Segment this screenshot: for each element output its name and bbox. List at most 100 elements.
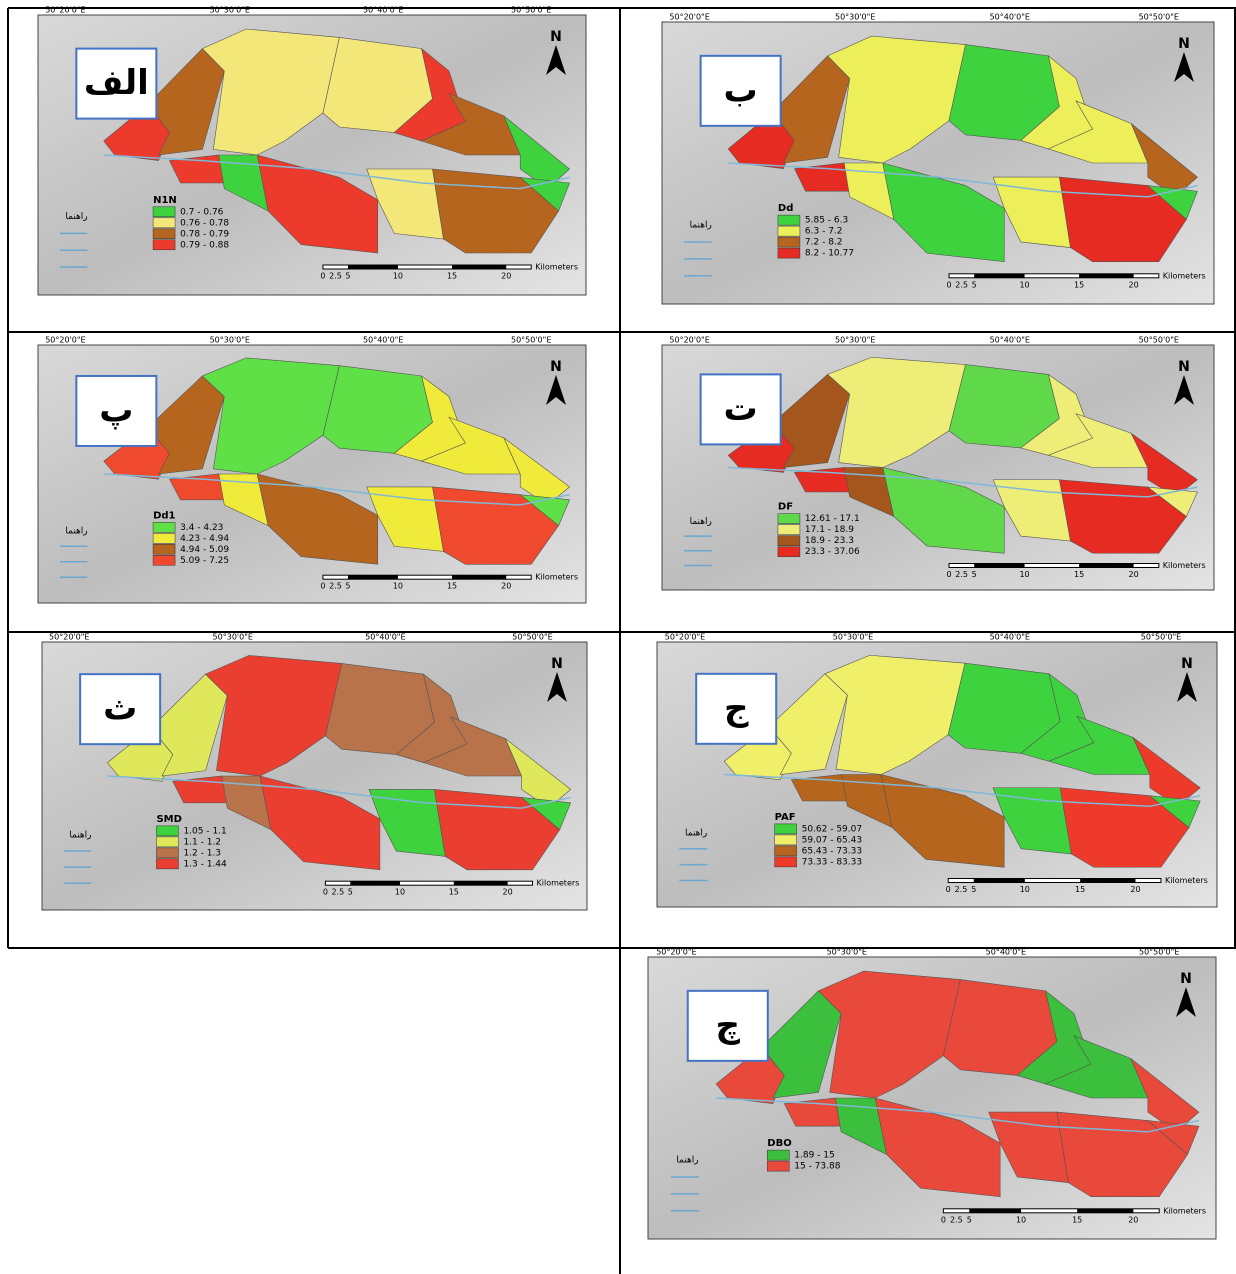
scale-label: 20 <box>501 582 511 591</box>
panel-label: ت <box>724 389 758 429</box>
legend-range: 1.2 - 1.3 <box>183 848 221 858</box>
scale-label: 0 <box>941 1215 946 1224</box>
legend-range: 3.4 - 4.23 <box>180 523 223 533</box>
legend-title: N1N <box>153 195 177 206</box>
legend-swatch <box>153 522 175 532</box>
legend-swatch <box>775 835 797 845</box>
scale-label: 15 <box>1072 1215 1082 1224</box>
coordinate-label: 50°30'0"E <box>210 336 250 345</box>
legend-swatch <box>153 229 175 239</box>
scale-label: 2.5 <box>331 888 344 897</box>
scale-label: 2.5 <box>329 272 342 281</box>
legend-swatch <box>153 544 175 554</box>
panel-label: ب <box>724 70 758 110</box>
legend-range: 5.85 - 6.3 <box>805 216 848 226</box>
scale-bar-fill <box>1079 564 1134 568</box>
legend-range: 1.3 - 1.44 <box>183 859 227 869</box>
scale-label: 5 <box>348 888 353 897</box>
scale-bar-fill <box>1077 1209 1133 1213</box>
scale-label: 20 <box>1129 280 1139 289</box>
legend-swatch <box>767 1150 789 1160</box>
scale-label: 15 <box>449 888 459 897</box>
scale-label: 10 <box>1016 1215 1026 1224</box>
scale-label: 0 <box>320 272 325 281</box>
coordinate-label: 50°50'0"E <box>512 633 552 642</box>
scale-label: 10 <box>393 272 403 281</box>
legend-title: DBO <box>767 1138 791 1149</box>
legend-swatch <box>156 826 178 836</box>
legend-swatch <box>778 226 800 236</box>
north-label: N <box>1180 971 1192 987</box>
scale-unit: Kilometers <box>1165 876 1208 885</box>
scale-label: 20 <box>501 272 511 281</box>
legend-range: 7.2 - 8.2 <box>805 238 843 248</box>
legend-range: 0.7 - 0.76 <box>180 207 224 217</box>
legend-range: 59.07 - 65.43 <box>802 835 863 845</box>
scale-label: 2.5 <box>955 885 968 894</box>
coordinate-label: 50°30'0"E <box>213 633 253 642</box>
coordinate-label: 50°20'0"E <box>49 633 89 642</box>
legend-range: 1.05 - 1.1 <box>183 826 226 836</box>
legend-range: 12.61 - 17.1 <box>805 514 860 524</box>
scale-label: 2.5 <box>955 570 968 579</box>
legend-swatch <box>775 846 797 856</box>
scale-bar-fill <box>350 881 400 885</box>
coordinate-label: 50°20'0"E <box>669 13 709 22</box>
scale-label: 0 <box>946 570 951 579</box>
legend-range: 5.09 - 7.25 <box>180 556 229 566</box>
scale-label: 5 <box>971 885 976 894</box>
scale-label: 5 <box>345 272 350 281</box>
legend-swatch <box>156 837 178 847</box>
legend-swatch <box>775 857 797 867</box>
panel-label: ث <box>103 689 137 729</box>
legend-range: 1.1 - 1.2 <box>183 837 221 847</box>
legend-range: 50.62 - 59.07 <box>802 824 863 834</box>
legend-swatch <box>156 859 178 869</box>
scale-label: 2.5 <box>329 582 342 591</box>
legend-swatch <box>778 248 800 258</box>
legend-range: 1.89 - 15 <box>794 1151 834 1161</box>
legend-swatch <box>778 536 800 546</box>
legend-swatch <box>778 525 800 535</box>
legend-range: 4.94 - 5.09 <box>180 545 229 555</box>
scale-label: 0 <box>323 888 328 897</box>
north-label: N <box>551 656 563 672</box>
panel-label: الف <box>84 63 149 103</box>
legend-heading: راهنما <box>65 526 87 536</box>
panel-label: ج <box>724 688 749 728</box>
scale-label: 15 <box>1075 885 1085 894</box>
legend-range: 23.3 - 37.06 <box>805 547 860 557</box>
coordinate-label: 50°30'0"E <box>210 6 250 15</box>
north-label: N <box>550 359 562 375</box>
legend-heading: راهنما <box>65 212 87 222</box>
coordinate-label: 50°40'0"E <box>363 6 403 15</box>
panel-label: پ <box>99 390 133 430</box>
coordinate-label: 50°30'0"E <box>835 13 875 22</box>
scale-bar-fill <box>974 879 1025 883</box>
legend-swatch <box>153 207 175 217</box>
legend-swatch <box>153 533 175 543</box>
legend-range: 65.43 - 73.33 <box>802 846 863 856</box>
legend-heading: راهنما <box>690 517 712 527</box>
north-label: N <box>1178 359 1190 375</box>
legend-heading: راهنما <box>690 221 712 231</box>
scale-unit: Kilometers <box>1163 561 1206 570</box>
scale-unit: Kilometers <box>1163 1206 1206 1215</box>
scale-label: 5 <box>967 1215 972 1224</box>
legend-swatch <box>153 218 175 228</box>
scale-label: 10 <box>1020 885 1030 894</box>
coordinate-label: 50°20'0"E <box>669 336 709 345</box>
legend-range: 18.9 - 23.3 <box>805 536 854 546</box>
scale-label: 10 <box>395 888 405 897</box>
scale-bar-fill <box>452 265 506 269</box>
scale-label: 15 <box>1074 280 1084 289</box>
legend-range: 0.79 - 0.88 <box>180 240 229 250</box>
coordinate-label: 50°50'0"E <box>511 336 551 345</box>
legend-title: SMD <box>156 814 181 825</box>
legend-title: Dd1 <box>153 510 175 521</box>
scale-bar-fill <box>1080 879 1135 883</box>
legend-title: PAF <box>775 812 796 823</box>
legend-heading: راهنما <box>676 1156 698 1166</box>
